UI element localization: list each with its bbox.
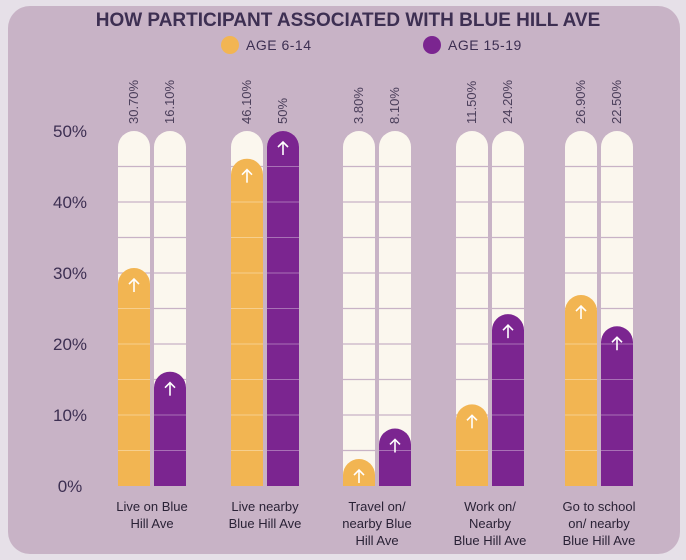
chart-card: HOW PARTICIPANT ASSOCIATED WITH BLUE HIL… bbox=[8, 6, 680, 554]
data-label: 16.10% bbox=[162, 79, 177, 124]
bar-age-15-19 bbox=[601, 326, 633, 486]
arrow-up-icon bbox=[277, 140, 289, 155]
legend-item-1: AGE 6-14 bbox=[221, 36, 311, 54]
y-tick-label: 40% bbox=[53, 193, 87, 212]
category-label: Work on/Nearby Blue Hill Ave bbox=[454, 499, 527, 548]
arrow-up-icon bbox=[128, 277, 140, 293]
data-label: 24.20% bbox=[500, 79, 515, 124]
bar-age-15-19 bbox=[492, 314, 524, 486]
bar-age-15-19 bbox=[379, 428, 411, 486]
data-label: 26.90% bbox=[573, 79, 588, 124]
category-label: Go to school on/ nearby Blue Hill Ave bbox=[563, 499, 636, 548]
y-tick-label: 0% bbox=[58, 477, 83, 496]
chart-title: HOW PARTICIPANT ASSOCIATED WITH BLUE HIL… bbox=[96, 10, 601, 31]
data-label: 8.10% bbox=[387, 87, 402, 124]
legend-label: AGE 6-14 bbox=[246, 37, 311, 53]
data-label: 50% bbox=[275, 98, 290, 124]
category-label: Live nearby Blue Hill Ave bbox=[229, 499, 302, 531]
bar-age-6-14 bbox=[118, 268, 150, 486]
chart-svg: HOW PARTICIPANT ASSOCIATED WITH BLUE HIL… bbox=[53, 10, 636, 548]
arrow-up-icon bbox=[611, 336, 623, 351]
arrow-up-icon bbox=[466, 414, 478, 429]
data-label: 3.80% bbox=[351, 87, 366, 124]
bar-group-5 bbox=[565, 131, 633, 486]
y-tick-label: 20% bbox=[53, 335, 87, 354]
arrow-up-icon bbox=[164, 381, 176, 396]
legend-swatch bbox=[423, 36, 441, 54]
arrow-up-icon bbox=[241, 168, 253, 183]
bar-group-4 bbox=[456, 131, 524, 486]
legend-item-2: AGE 15-19 bbox=[423, 36, 522, 54]
arrow-up-icon bbox=[502, 324, 514, 339]
bar-group-1 bbox=[118, 131, 186, 486]
arrow-up-icon bbox=[575, 304, 587, 320]
category-labels: Live on Blue Hill Ave Live nearby Blue Hill… bbox=[116, 499, 635, 548]
legend-swatch bbox=[221, 36, 239, 54]
y-axis: 50% 40% 30% 20% 10% 0% bbox=[53, 122, 87, 496]
y-tick-label: 50% bbox=[53, 122, 87, 141]
y-tick-label: 30% bbox=[53, 264, 87, 283]
arrow-up-icon bbox=[389, 438, 401, 453]
category-label: Live on Blue Hill Ave bbox=[116, 499, 188, 531]
bar-group-3 bbox=[343, 131, 411, 486]
data-label: 30.70% bbox=[126, 79, 141, 124]
bar-age-6-14 bbox=[231, 158, 263, 486]
bars bbox=[118, 131, 633, 486]
bar-group-2 bbox=[231, 131, 299, 486]
data-label: 22.50% bbox=[609, 79, 624, 124]
value-labels: 30.70% 16.10% 46.10% 50% 3.80% 8.10% 11.50% 24.… bbox=[126, 79, 624, 124]
y-tick-label: 10% bbox=[53, 406, 87, 425]
bar-age-6-14 bbox=[565, 295, 597, 486]
bar-age-6-14 bbox=[456, 404, 488, 486]
category-label: Travel on/nearby Blue Hill Ave bbox=[342, 499, 411, 548]
arrow-up-icon bbox=[353, 468, 365, 484]
bar-age-15-19 bbox=[267, 131, 299, 486]
legend-label: AGE 15-19 bbox=[448, 37, 522, 53]
bar-age-15-19 bbox=[154, 371, 186, 486]
data-label: 11.50% bbox=[464, 80, 479, 124]
data-label: 46.10% bbox=[239, 79, 254, 124]
legend: AGE 6-14 AGE 15-19 bbox=[221, 36, 522, 54]
